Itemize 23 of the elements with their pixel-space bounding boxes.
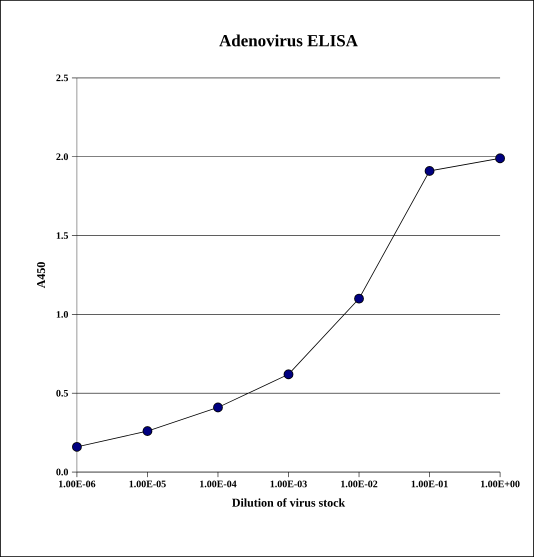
point <box>495 153 505 164</box>
y-tick-label: 2.0 <box>56 153 68 160</box>
x-tick-label: 1.00E-03 <box>270 480 307 488</box>
x-tick-label: 1.00E-06 <box>59 480 96 488</box>
x-tick-label: 1.00E-02 <box>341 480 378 488</box>
point <box>354 294 364 304</box>
x-tick-label: 1.00E-05 <box>130 480 166 488</box>
y-tick-label: 1.5 <box>56 232 68 239</box>
point <box>284 369 294 380</box>
x-tick-label: 1.00E-01 <box>412 480 448 488</box>
point <box>213 402 223 412</box>
y-tick-label: 0.0 <box>56 468 68 476</box>
x-axis-title: Dilution of virus stock <box>232 498 346 507</box>
y-tick-label: 0.5 <box>56 390 68 397</box>
point <box>72 442 82 452</box>
point <box>142 426 152 436</box>
y-tick-label: 2.5 <box>56 74 68 82</box>
y-tick-label: 1.0 <box>56 311 68 318</box>
chart-title: Adenovirus ELISA <box>219 34 358 46</box>
point <box>424 166 434 176</box>
x-tick-label: 1.00E+00 <box>481 480 520 488</box>
y-axis-title: A450 <box>37 262 46 288</box>
x-tick-label: 1.00E-04 <box>200 480 236 488</box>
